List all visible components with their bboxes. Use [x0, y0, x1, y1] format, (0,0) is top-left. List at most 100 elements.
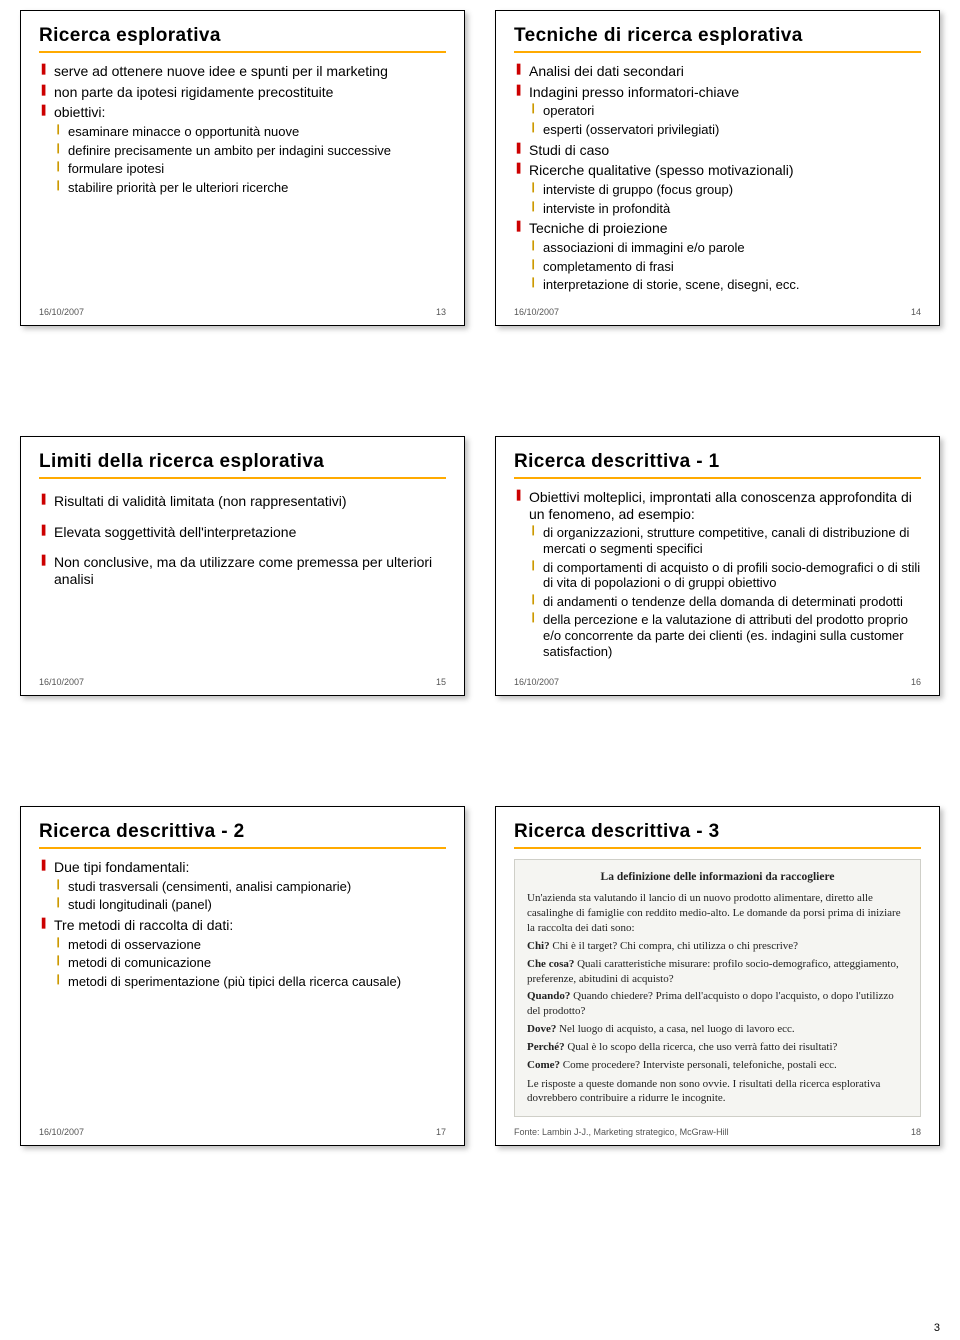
page-number: 3 [934, 1322, 940, 1334]
q-text: Come procedere? Interviste personali, te… [560, 1059, 837, 1071]
title-rule [39, 51, 446, 53]
footer-slidenum: 14 [911, 307, 921, 317]
list-item: interviste di gruppo (focus group) [529, 182, 921, 198]
figure-row: Che cosa? Quali caratteristiche misurare… [527, 957, 908, 987]
figure-row: Come? Come procedere? Interviste persona… [527, 1058, 908, 1073]
sublist: esaminare minacce o opportunità nuove de… [54, 124, 446, 195]
figure-row: Chi? Chi è il target? Chi compra, chi ut… [527, 939, 908, 954]
slide-footer: 16/10/2007 17 [39, 1127, 446, 1137]
list-item: Ricerche qualitative (spesso motivaziona… [514, 162, 921, 216]
figure-outro: Le risposte a queste domande non sono ov… [527, 1077, 908, 1107]
footer-date: 16/10/2007 [514, 307, 559, 317]
figure-title: La definizione delle informazioni da rac… [527, 870, 908, 886]
title-rule [39, 477, 446, 479]
slide-title: Tecniche di ricerca esplorativa [514, 25, 921, 47]
list-item: Analisi dei dati secondari [514, 63, 921, 80]
list-text: Tre metodi di raccolta di dati: [54, 917, 233, 933]
slide-title: Ricerca descrittiva - 1 [514, 451, 921, 473]
list-item: studi trasversali (censimenti, analisi c… [54, 879, 446, 895]
slide-17: Ricerca descrittiva - 2 Due tipi fondame… [20, 806, 465, 1146]
slide-18: Ricerca descrittiva - 3 La definizione d… [495, 806, 940, 1146]
title-rule [39, 847, 446, 849]
sublist: interviste di gruppo (focus group) inter… [529, 182, 921, 216]
footer-date: 16/10/2007 [39, 677, 84, 687]
list-item: completamento di frasi [529, 259, 921, 275]
footer-slidenum: 18 [911, 1127, 921, 1137]
list-item: formulare ipotesi [54, 161, 446, 177]
sublist: operatori esperti (osservatori privilegi… [529, 103, 921, 137]
footer-date: 16/10/2007 [39, 1127, 84, 1137]
q-text: Chi è il target? Chi compra, chi utilizz… [550, 940, 798, 952]
list-item: della percezione e la valutazione di att… [529, 612, 921, 659]
q-text: Quando chiedere? Prima dell'acquisto o d… [527, 990, 894, 1017]
q-text: Quali caratteristiche misurare: profilo … [527, 958, 899, 985]
footer-slidenum: 13 [436, 307, 446, 317]
list-item: Tecniche di proiezione associazioni di i… [514, 220, 921, 293]
figure-row: Quando? Quando chiedere? Prima dell'acqu… [527, 989, 908, 1019]
q-label: Chi? [527, 940, 550, 952]
list-text: Ricerche qualitative (spesso motivaziona… [529, 162, 794, 178]
list-item: metodi di sperimentazione (più tipici de… [54, 974, 446, 990]
list-item: di andamenti o tendenze della domanda di… [529, 594, 921, 610]
list-item: Due tipi fondamentali: studi trasversali… [39, 859, 446, 913]
footer-date: 16/10/2007 [514, 677, 559, 687]
slide-13: Ricerca esplorativa serve ad ottenere nu… [20, 10, 465, 326]
title-rule [514, 477, 921, 479]
list-text: Obiettivi molteplici, improntati alla co… [529, 489, 912, 522]
list-item: associazioni di immagini e/o parole [529, 240, 921, 256]
figure-row: Dove? Nel luogo di acquisto, a casa, nel… [527, 1022, 908, 1037]
bullet-list: Obiettivi molteplici, improntati alla co… [514, 489, 921, 659]
footer-date: 16/10/2007 [39, 307, 84, 317]
slide-footer: 16/10/2007 16 [514, 677, 921, 687]
list-item: Indagini presso informatori-chiave opera… [514, 84, 921, 138]
q-text: Nel luogo di acquisto, a casa, nel luogo… [556, 1023, 794, 1035]
list-text: Due tipi fondamentali: [54, 859, 189, 875]
footer-slidenum: 15 [436, 677, 446, 687]
footer-source: Fonte: Lambin J-J., Marketing strategico… [514, 1127, 729, 1137]
list-item: Non conclusive, ma da utilizzare come pr… [39, 554, 446, 588]
slide-footer: 16/10/2007 15 [39, 677, 446, 687]
list-item: non parte da ipotesi rigidamente precost… [39, 84, 446, 101]
list-item: di organizzazioni, strutture competitive… [529, 525, 921, 556]
list-item: Risultati di validità limitata (non rapp… [39, 493, 446, 510]
q-label: Che cosa? [527, 958, 574, 970]
sublist: studi trasversali (censimenti, analisi c… [54, 879, 446, 913]
bullet-list: serve ad ottenere nuove idee e spunti pe… [39, 63, 446, 196]
slide-footer: 16/10/2007 13 [39, 307, 446, 317]
slide-15: Limiti della ricerca esplorativa Risulta… [20, 436, 465, 696]
slide-footer: Fonte: Lambin J-J., Marketing strategico… [514, 1127, 921, 1137]
sublist: di organizzazioni, strutture competitive… [529, 525, 921, 659]
list-item: Tre metodi di raccolta di dati: metodi d… [39, 917, 446, 990]
slide-title: Ricerca descrittiva - 3 [514, 821, 921, 843]
list-text: Tecniche di proiezione [529, 220, 668, 236]
q-label: Perché? [527, 1041, 565, 1053]
list-item: di comportamenti di acquisto o di profil… [529, 560, 921, 591]
slide-16: Ricerca descrittiva - 1 Obiettivi moltep… [495, 436, 940, 696]
list-text: della percezione e la valutazione di att… [543, 612, 908, 658]
list-item: Studi di caso [514, 142, 921, 159]
list-text: obiettivi: [54, 104, 105, 120]
bullet-list: Risultati di validità limitata (non rapp… [39, 493, 446, 588]
q-text: Qual è lo scopo della ricerca, che uso v… [565, 1041, 838, 1053]
slide-footer: 16/10/2007 14 [514, 307, 921, 317]
list-item: stabilire priorità per le ulteriori rice… [54, 180, 446, 196]
list-text: Indagini presso informatori-chiave [529, 84, 739, 100]
list-item: interviste in profondità [529, 201, 921, 217]
q-label: Dove? [527, 1023, 556, 1035]
figure-row: Perché? Qual è lo scopo della ricerca, c… [527, 1040, 908, 1055]
bullet-list: Due tipi fondamentali: studi trasversali… [39, 859, 446, 990]
title-rule [514, 51, 921, 53]
list-item: Obiettivi molteplici, improntati alla co… [514, 489, 921, 659]
list-item: interpretazione di storie, scene, disegn… [529, 277, 921, 293]
list-item: serve ad ottenere nuove idee e spunti pe… [39, 63, 446, 80]
title-rule [514, 847, 921, 849]
slide-grid: Ricerca esplorativa serve ad ottenere nu… [20, 10, 940, 1146]
list-item: esaminare minacce o opportunità nuove [54, 124, 446, 140]
bullet-list: Analisi dei dati secondari Indagini pres… [514, 63, 921, 293]
q-label: Come? [527, 1059, 560, 1071]
q-label: Quando? [527, 990, 570, 1002]
list-item: definire precisamente un ambito per inda… [54, 143, 446, 159]
sublist: metodi di osservazione metodi di comunic… [54, 937, 446, 990]
slide-title: Ricerca descrittiva - 2 [39, 821, 446, 843]
list-item: metodi di osservazione [54, 937, 446, 953]
